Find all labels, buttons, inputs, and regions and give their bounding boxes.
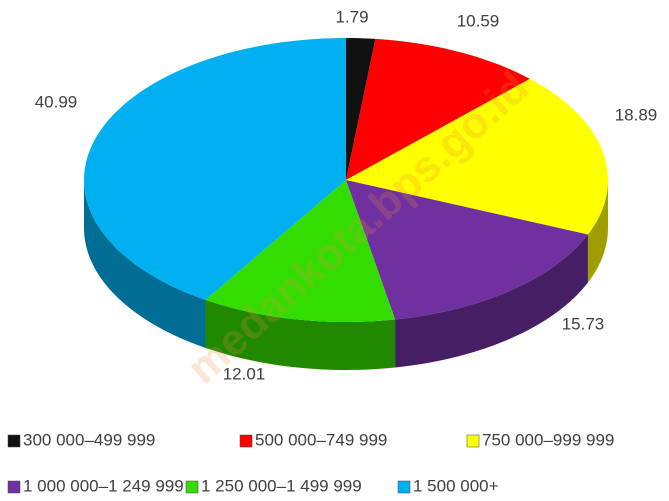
data-label: 1.79 (335, 7, 368, 26)
legend-swatch (466, 434, 480, 448)
pie-slice (84, 38, 346, 300)
data-label: 12.01 (223, 364, 266, 383)
legend-label: 500 000–749 999 (255, 430, 387, 449)
data-label: 10.59 (457, 11, 500, 30)
legend-swatch (185, 480, 199, 494)
pie-slice (205, 180, 396, 322)
pie-slice (346, 38, 530, 180)
legend-swatch (239, 434, 253, 448)
pie-side (395, 234, 588, 368)
data-label: 15.73 (562, 314, 605, 333)
legend-label: 300 000–499 999 (23, 430, 155, 449)
legend-swatch (397, 480, 411, 494)
data-label: 18.89 (615, 105, 658, 124)
legend-label: 750 000–999 999 (482, 430, 614, 449)
legend-label: 1 500 000+ (413, 476, 499, 495)
pie-slice (346, 180, 588, 320)
legend-swatch (7, 480, 21, 494)
legend: 300 000–499 999 500 000–749 999 750 000–99… (7, 430, 614, 495)
legend-label: 1 250 000–1 499 999 (201, 476, 362, 495)
pie-side (205, 299, 396, 370)
pie-side (84, 180, 206, 348)
pie-slice (346, 38, 376, 180)
legend-swatch (7, 434, 21, 448)
legend-label: 1 000 000–1 249 999 (23, 476, 184, 495)
pie (84, 38, 608, 370)
labels: 1.79 10.59 18.89 15.73 12.01 40.99 (35, 7, 658, 383)
pie-side (587, 180, 608, 283)
pie-slice (346, 78, 608, 235)
data-label: 40.99 (35, 92, 78, 111)
